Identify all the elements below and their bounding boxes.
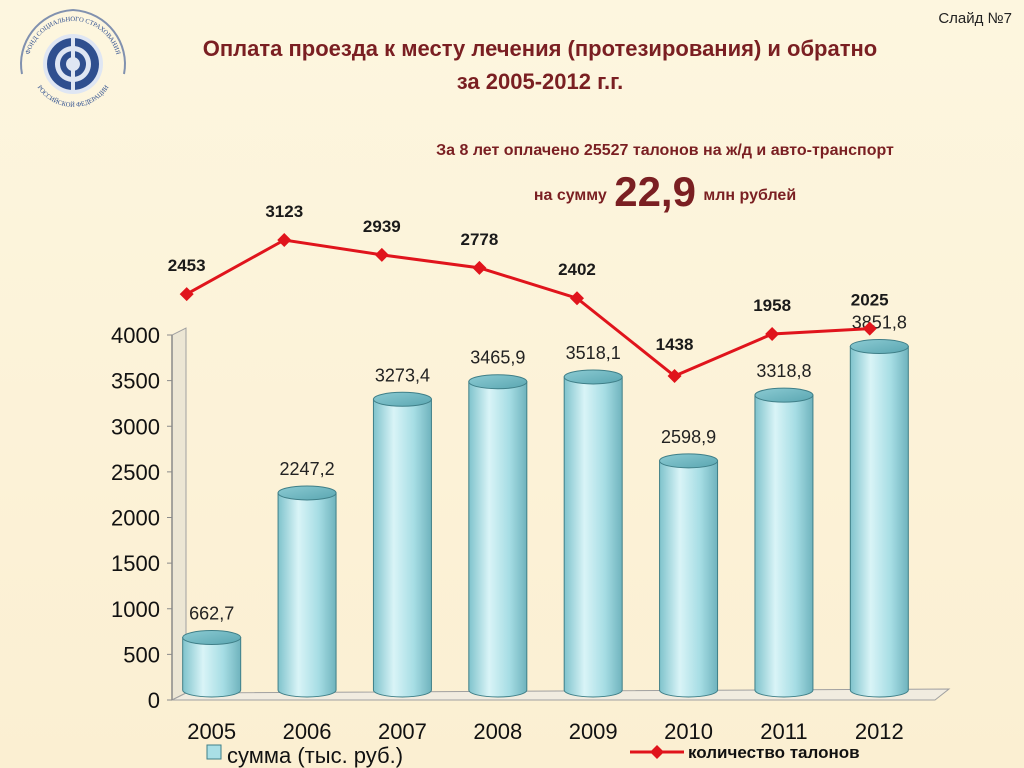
x-tick-label: 2009 [569, 719, 618, 744]
bar-value-label: 2247,2 [280, 459, 335, 479]
y-tick-label: 3000 [111, 414, 160, 439]
summary-prefix: на сумму [533, 187, 607, 204]
x-tick-label: 2007 [378, 719, 427, 744]
bar-top [563, 369, 623, 385]
line-value-label: 2025 [851, 291, 889, 310]
fss-logo: ФОНД СОЦИАЛЬНОГО СТРАХОВАНИЯ РОССИЙСКОЙ … [20, 9, 126, 109]
bar-top [468, 374, 528, 390]
line-value-label: 2778 [460, 230, 498, 249]
line-point [667, 369, 682, 383]
x-tick-label: 2011 [760, 719, 807, 744]
summary-big-value: 22,9 [614, 168, 696, 215]
summary-suffix: млн рублей [703, 187, 797, 204]
summary-line-1: За 8 лет оплачено 25527 талонов на ж/д и… [436, 142, 894, 159]
bar-body [372, 398, 432, 698]
bar-top [659, 453, 719, 469]
bar-body [849, 346, 909, 698]
line-point [569, 291, 584, 306]
bar [659, 453, 719, 698]
line-point [862, 321, 877, 336]
line-value-label: 2939 [363, 217, 401, 236]
bar-body [659, 460, 719, 698]
bar-value-label: 2598,9 [661, 427, 716, 447]
title-line-1: Оплата проезда к месту лечения (протезир… [202, 36, 878, 61]
bar [849, 339, 909, 698]
bar-top [849, 339, 909, 355]
bar-value-label: 3465,9 [470, 348, 525, 368]
bar [754, 387, 814, 698]
line-value-label: 1958 [753, 296, 791, 315]
y-tick-label: 4000 [111, 323, 160, 348]
y-tick-label: 500 [123, 642, 160, 667]
line-value-label: 1438 [656, 335, 694, 354]
line-value-label: 2453 [168, 256, 206, 275]
line-value-label: 3123 [265, 202, 303, 221]
bar [563, 369, 623, 698]
bar-body [182, 637, 242, 698]
bar-value-label: 3518,1 [566, 343, 621, 363]
bar [468, 374, 528, 698]
bar [182, 630, 242, 698]
bar [277, 485, 337, 698]
line-point [472, 260, 487, 275]
bar [372, 391, 432, 698]
line-point [765, 327, 780, 342]
legend-label-line: количество талонов [688, 743, 860, 762]
legend-swatch-bars [206, 744, 222, 760]
line-point [374, 247, 389, 262]
summary-line-2: на сумму 22,9 млн рублей [330, 168, 1000, 216]
x-tick-label: 2008 [473, 719, 522, 744]
y-tick-label: 1000 [111, 597, 160, 622]
bar-body [754, 394, 814, 698]
legend-label-bars: сумма (тыс. руб.) [227, 743, 403, 768]
bar-value-label: 3318,8 [756, 361, 811, 381]
bar-body [277, 492, 337, 698]
bar-value-label: 662,7 [189, 604, 234, 624]
x-tick-label: 2006 [283, 719, 332, 744]
bar-top [754, 387, 814, 403]
line-series-path [185, 238, 870, 378]
line-point [179, 287, 194, 302]
legend-line-marker [650, 745, 664, 759]
y-tick-label: 1500 [111, 551, 160, 576]
line-point [277, 233, 292, 247]
bar-top [277, 485, 337, 501]
x-tick-label: 2012 [855, 719, 904, 744]
bar-top [372, 391, 432, 407]
slide-number: Слайд №7 [938, 10, 1012, 27]
bar-body [563, 376, 623, 698]
slide-title: Оплата проезда к месту лечения (протезир… [110, 32, 970, 98]
line-value-label: 2402 [558, 260, 596, 279]
chart-floor [171, 688, 951, 701]
bar-top [182, 630, 242, 646]
y-tick-label: 2500 [111, 460, 160, 485]
bar-value-label: 3273,4 [375, 365, 430, 385]
y-tick-label: 0 [148, 688, 160, 713]
y-tick-label: 3500 [111, 369, 160, 394]
title-line-2: за 2005-2012 г.г. [456, 69, 624, 94]
x-tick-label: 2010 [664, 719, 713, 744]
x-tick-label: 2005 [187, 719, 236, 744]
bar-body [468, 381, 528, 698]
y-tick-label: 2000 [111, 506, 160, 531]
